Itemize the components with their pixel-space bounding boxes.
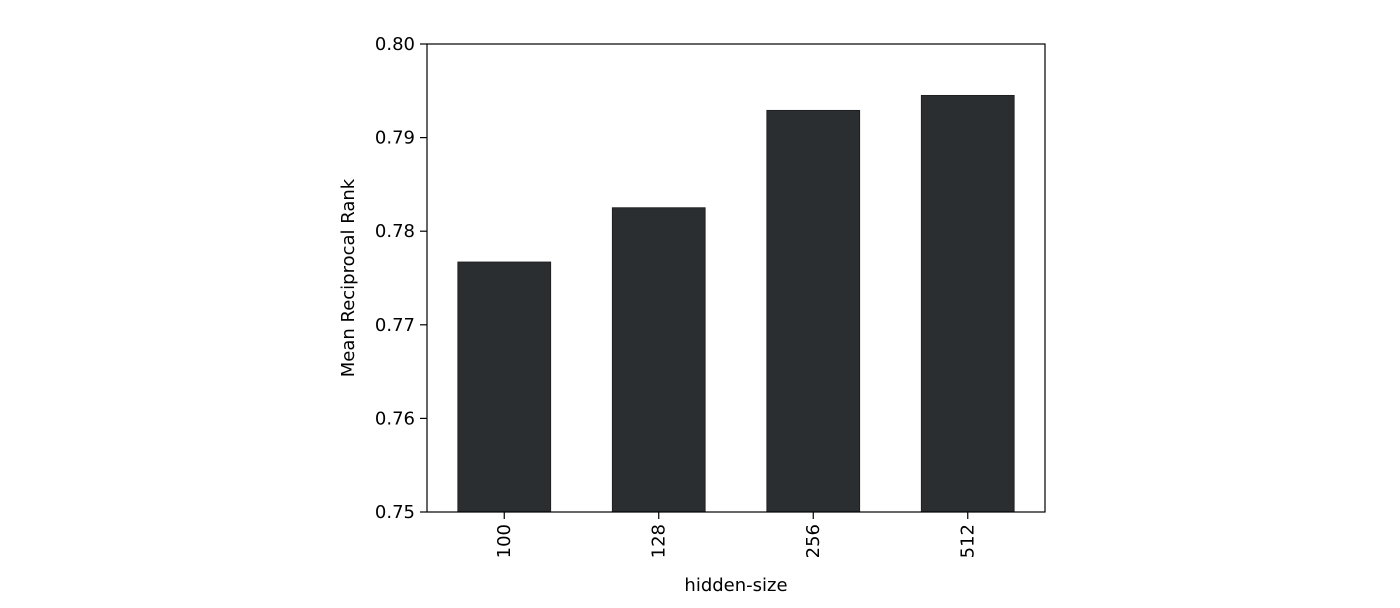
y-tick-label: 0.77 xyxy=(375,315,415,336)
bars-layer xyxy=(457,94,1015,513)
y-tick-label: 0.75 xyxy=(375,502,415,523)
y-tick-label: 0.79 xyxy=(375,128,415,149)
x-tick-label: 128 xyxy=(648,524,669,558)
bar-512 xyxy=(920,94,1015,513)
x-axis-label: hidden-size xyxy=(684,575,787,596)
x-tick-label: 256 xyxy=(803,524,824,558)
y-axis-ticks: 0.75 0.76 0.77 0.78 0.79 0.80 xyxy=(375,34,427,523)
bar-100 xyxy=(457,261,552,513)
x-axis-ticks: 100 128 256 512 xyxy=(494,512,978,558)
x-tick-label: 100 xyxy=(494,524,515,558)
y-tick-label: 0.76 xyxy=(375,408,415,429)
x-tick-label: 512 xyxy=(957,524,978,558)
y-axis-label: Mean Reciprocal Rank xyxy=(338,178,359,377)
y-tick-label: 0.78 xyxy=(375,221,415,242)
bar-128 xyxy=(611,207,706,513)
bar-256 xyxy=(766,109,861,513)
y-tick-label: 0.80 xyxy=(375,34,415,55)
plot-frame xyxy=(426,43,1046,513)
